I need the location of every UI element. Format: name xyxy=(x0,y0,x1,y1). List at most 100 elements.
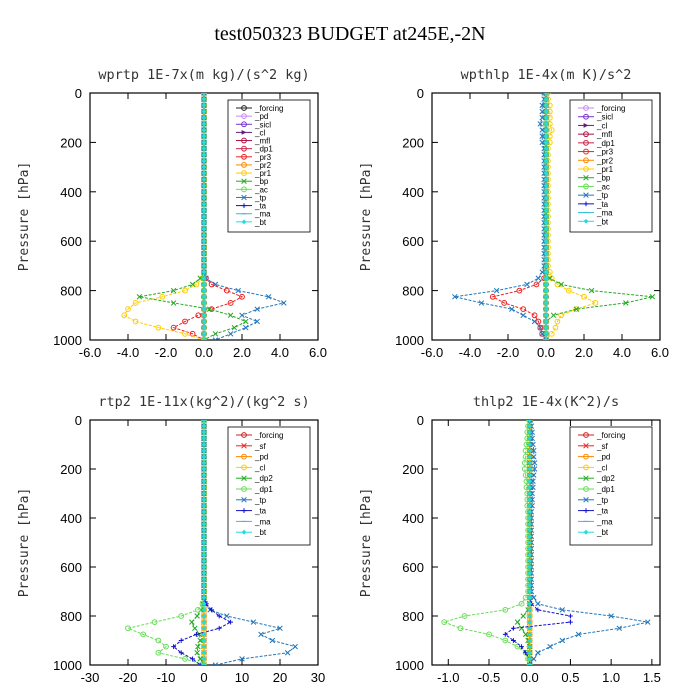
legend-marker xyxy=(241,475,247,481)
data-point xyxy=(519,644,524,650)
legend-marker xyxy=(583,218,589,224)
x-tick-label: 6.0 xyxy=(309,345,327,360)
data-point xyxy=(559,637,566,644)
data-point xyxy=(227,300,234,306)
data-point xyxy=(527,540,533,545)
legend-marker xyxy=(583,113,589,120)
data-point xyxy=(575,631,582,638)
legend-label: _ac xyxy=(596,182,610,191)
data-point xyxy=(121,312,128,319)
data-point xyxy=(539,102,545,109)
data-point xyxy=(527,435,533,441)
legend-marker xyxy=(241,464,247,471)
chart-panel-2: wpthlp 1E-4x(m K)/s^2 Pressure [hPa] -6.0 -… xyxy=(359,67,669,360)
legend-marker xyxy=(583,432,589,438)
data-point xyxy=(543,146,549,151)
data-point xyxy=(608,613,614,619)
data-point xyxy=(182,655,188,662)
data-point xyxy=(543,109,549,114)
legend-label: _cl xyxy=(254,128,265,137)
data-point xyxy=(543,164,549,170)
data-point xyxy=(201,613,207,619)
legend-marker xyxy=(583,464,589,471)
data-point xyxy=(543,152,549,158)
series-group xyxy=(125,420,298,665)
y-axis-label: Pressure [hPa] xyxy=(359,488,374,598)
data-point xyxy=(136,294,143,300)
legend-label: _sicl xyxy=(596,113,613,122)
data-point xyxy=(201,337,207,340)
x-tick-label: 0 xyxy=(200,670,207,685)
data-point xyxy=(201,619,207,625)
data-point xyxy=(527,650,533,656)
data-point xyxy=(281,300,287,306)
data-point xyxy=(543,306,549,312)
data-point xyxy=(201,442,207,447)
data-point xyxy=(514,619,521,625)
legend: _forcing_pd_sicl_cl_mfl_dp1_pr3_pr2_pr1_… xyxy=(227,99,311,233)
data-point xyxy=(182,318,188,325)
data-point xyxy=(201,509,207,515)
data-point xyxy=(201,638,207,643)
data-point xyxy=(530,478,536,485)
legend-marker xyxy=(583,201,589,207)
legend-label: _tp xyxy=(254,193,267,202)
data-point xyxy=(216,613,222,619)
data-point xyxy=(543,282,549,287)
legend-label: _pr1 xyxy=(596,165,614,174)
data-point xyxy=(201,650,207,656)
y-tick-label: 0 xyxy=(417,413,424,428)
data-point xyxy=(243,318,249,325)
y-tick-label: 400 xyxy=(60,185,82,200)
data-point xyxy=(509,306,515,312)
data-point xyxy=(649,294,656,300)
data-point xyxy=(527,625,533,631)
data-point xyxy=(201,183,207,189)
series-line xyxy=(454,93,547,340)
data-point xyxy=(535,649,541,656)
data-point xyxy=(543,288,549,293)
data-point xyxy=(527,552,533,558)
y-tick-label: 400 xyxy=(402,185,424,200)
data-point xyxy=(201,220,207,226)
legend-marker xyxy=(241,153,247,160)
data-point xyxy=(171,644,176,650)
legend-label: _dp1 xyxy=(596,139,615,148)
legend-marker xyxy=(583,139,589,146)
data-point xyxy=(543,207,549,213)
data-point xyxy=(201,533,207,539)
data-point xyxy=(132,318,139,325)
figure-title: test050323 BUDGET at245E,-2N xyxy=(214,23,485,45)
data-point xyxy=(527,484,533,490)
y-tick-label: 800 xyxy=(402,284,424,299)
legend-marker xyxy=(583,183,589,190)
legend: _forcing _sf _pd_cl _dp2 _dp1 _tp _ta_ma _bt xyxy=(227,426,311,546)
y-tick-label: 800 xyxy=(402,609,424,624)
legend-label: _tp xyxy=(596,191,609,200)
data-point xyxy=(239,293,245,300)
x-tick-label: -20 xyxy=(119,670,138,685)
legend-label: _tp xyxy=(254,496,267,505)
data-point xyxy=(527,644,533,650)
data-point xyxy=(539,139,545,146)
data-point xyxy=(195,606,201,613)
data-point xyxy=(516,287,523,294)
data-point xyxy=(189,281,196,288)
data-point xyxy=(568,613,573,619)
legend-box xyxy=(569,426,653,546)
data-point xyxy=(502,606,509,613)
legend-label: _ta xyxy=(254,507,267,516)
data-point xyxy=(178,638,184,643)
legend-marker xyxy=(241,137,247,144)
x-tick-label: -6.0 xyxy=(79,345,101,360)
y-tick-label: 400 xyxy=(402,511,424,526)
legend-label: _bp xyxy=(596,174,611,183)
legend-label: _bt xyxy=(596,217,609,226)
data-point xyxy=(201,133,207,139)
data-point xyxy=(520,613,526,619)
series-group xyxy=(452,93,656,340)
data-point xyxy=(201,109,207,114)
data-point xyxy=(195,643,201,650)
data-point xyxy=(527,662,533,665)
data-point xyxy=(132,300,139,306)
